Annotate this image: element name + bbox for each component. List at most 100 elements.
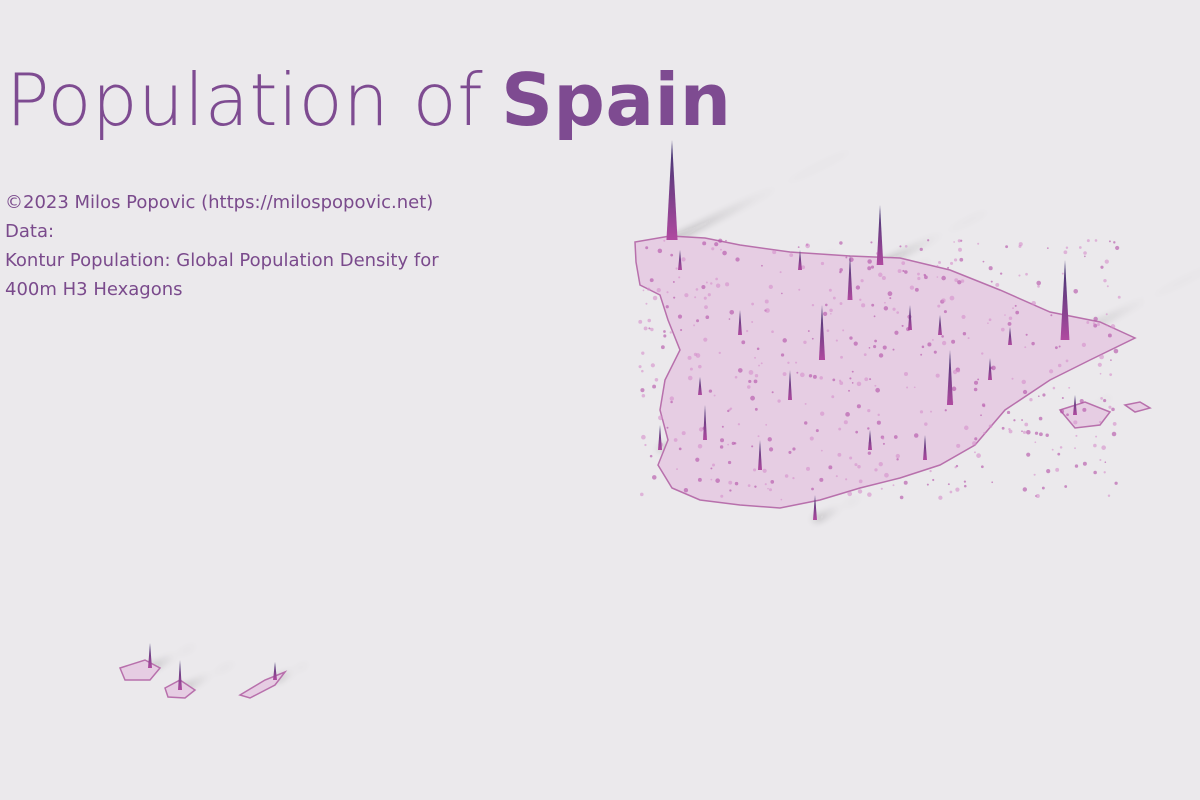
- texture-dot: [1021, 419, 1024, 422]
- texture-dot: [828, 465, 833, 470]
- texture-dot: [1001, 426, 1005, 430]
- texture-dot: [895, 453, 900, 459]
- texture-dot: [881, 437, 885, 440]
- texture-dot: [672, 281, 675, 283]
- spike: [738, 310, 742, 335]
- texture-dot: [669, 396, 675, 401]
- texture-dot: [904, 270, 908, 274]
- texture-dot: [734, 375, 738, 379]
- spike: [876, 205, 884, 265]
- texture-dot: [798, 288, 801, 291]
- texture-dot: [811, 487, 814, 491]
- texture-dot: [683, 488, 689, 493]
- credits: ©2023 Milos Popovic (https://milospopovi…: [5, 188, 439, 304]
- texture-dot: [1037, 395, 1040, 398]
- texture-dot: [639, 492, 644, 497]
- texture-dot: [677, 314, 683, 319]
- texture-dot: [1073, 288, 1079, 294]
- texture-dot: [1000, 327, 1005, 332]
- texture-dot: [953, 258, 958, 262]
- texture-dot: [718, 351, 721, 355]
- texture-dot: [792, 477, 795, 480]
- texture-dot: [1052, 386, 1056, 390]
- texture-dot: [855, 430, 859, 434]
- texture-dot: [801, 265, 806, 270]
- spike: [788, 370, 792, 400]
- texture-dot: [860, 279, 864, 283]
- spike: [908, 305, 912, 330]
- credit-line: Kontur Population: Global Population Den…: [5, 250, 439, 271]
- texture-dot: [689, 367, 693, 371]
- texture-dot: [1057, 452, 1061, 456]
- texture-dot: [1045, 433, 1049, 437]
- texture-dot: [854, 463, 858, 467]
- texture-dot: [1103, 399, 1107, 403]
- texture-dot: [704, 305, 708, 310]
- texture-dot: [754, 356, 756, 359]
- texture-dot: [703, 296, 707, 300]
- texture-dot: [1008, 429, 1013, 434]
- texture-dot: [924, 275, 928, 280]
- texture-dot: [867, 427, 870, 430]
- texture-dot: [839, 241, 843, 245]
- texture-dot: [1074, 464, 1079, 468]
- texture-dot: [878, 272, 883, 277]
- texture-dot: [676, 468, 678, 471]
- texture-dot: [657, 248, 663, 254]
- texture-dot: [645, 246, 649, 250]
- texture-dot: [856, 381, 862, 387]
- texture-dot: [981, 403, 986, 407]
- texture-dot: [826, 329, 830, 332]
- texture-dot: [638, 319, 643, 324]
- texture-dot: [1029, 398, 1033, 402]
- texture-dot: [859, 298, 862, 301]
- texture-dot: [881, 276, 886, 281]
- texture-dot: [877, 413, 880, 417]
- spikes: [148, 140, 1077, 690]
- texture-dot: [647, 287, 651, 291]
- texture-dot: [708, 389, 713, 393]
- texture-dot: [789, 253, 794, 258]
- texture-dot: [1100, 397, 1103, 400]
- texture-dot: [747, 385, 751, 389]
- texture-dot: [935, 373, 940, 378]
- texture-dot: [1025, 333, 1028, 336]
- texture-dot: [909, 285, 915, 290]
- texture-dot: [853, 341, 858, 346]
- texture-dot: [927, 342, 932, 347]
- texture-dot: [1115, 245, 1120, 251]
- texture-dot: [1039, 432, 1043, 437]
- texture-dot: [698, 364, 702, 369]
- texture-dot: [761, 264, 763, 267]
- texture-dot: [1111, 431, 1117, 437]
- texture-dot: [897, 269, 902, 274]
- texture-dot: [1079, 398, 1084, 404]
- texture-dot: [983, 431, 986, 435]
- texture-dot: [977, 378, 980, 381]
- texture-dot: [1021, 430, 1023, 433]
- credit-line: Data:: [5, 221, 55, 242]
- spike: [946, 350, 954, 405]
- texture-dot: [974, 437, 978, 441]
- texture-dot: [693, 352, 698, 357]
- texture-dot: [980, 414, 982, 417]
- spike: [938, 315, 942, 335]
- texture-dot: [666, 291, 669, 294]
- texture-dot: [889, 297, 892, 300]
- texture-dot: [967, 337, 970, 340]
- texture-dot: [856, 404, 861, 409]
- texture-dot: [718, 238, 723, 243]
- texture-dot: [687, 375, 693, 381]
- texture-dot: [894, 330, 899, 335]
- texture-dot: [1083, 251, 1087, 255]
- texture-dot: [864, 377, 869, 382]
- texture-dot: [822, 311, 828, 317]
- texture-dot: [722, 250, 727, 256]
- texture-dot: [681, 257, 686, 262]
- texture-dot: [1099, 372, 1102, 375]
- texture-dot: [878, 461, 883, 467]
- texture-dot: [715, 283, 721, 288]
- texture-dot: [764, 483, 767, 486]
- texture-dot: [1041, 486, 1045, 490]
- texture-dot: [695, 288, 699, 291]
